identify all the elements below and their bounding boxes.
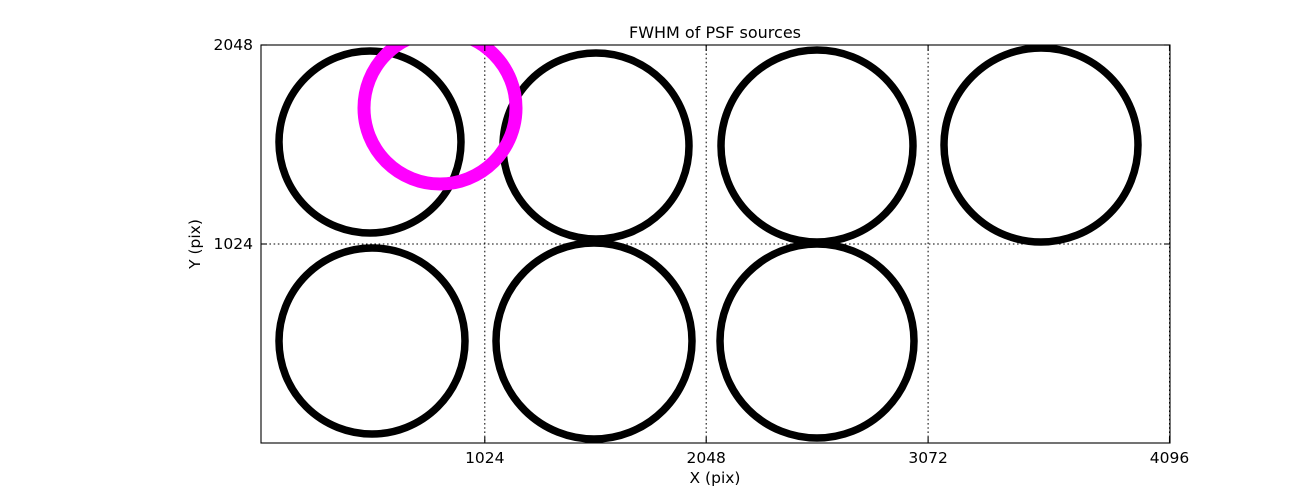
x-tick-label-1024: 1024 — [465, 449, 504, 467]
x-tick-label-4096: 4096 — [1150, 449, 1189, 467]
x-axis-label: X (pix) — [690, 469, 741, 487]
y-axis-ticks — [261, 44, 1170, 245]
psf-source-circle — [275, 47, 465, 237]
y-axis-label: Y (pix) — [186, 219, 204, 270]
data-marks — [275, 45, 1142, 443]
psf-source-circle — [275, 244, 469, 438]
psf-source-circle-highlighted — [357, 45, 523, 191]
psf-source-circle — [492, 239, 696, 443]
psf-source-circle — [940, 45, 1142, 246]
y-tick-label-1024: 1024 — [214, 235, 253, 253]
x-axis-ticks — [484, 45, 1171, 443]
psf-source-circle — [716, 240, 918, 442]
x-tick-label-3072: 3072 — [908, 449, 947, 467]
y-tick-label-2048: 2048 — [214, 36, 253, 54]
x-tick-label-2048: 2048 — [686, 449, 725, 467]
chart-title: FWHM of PSF sources — [629, 23, 801, 42]
